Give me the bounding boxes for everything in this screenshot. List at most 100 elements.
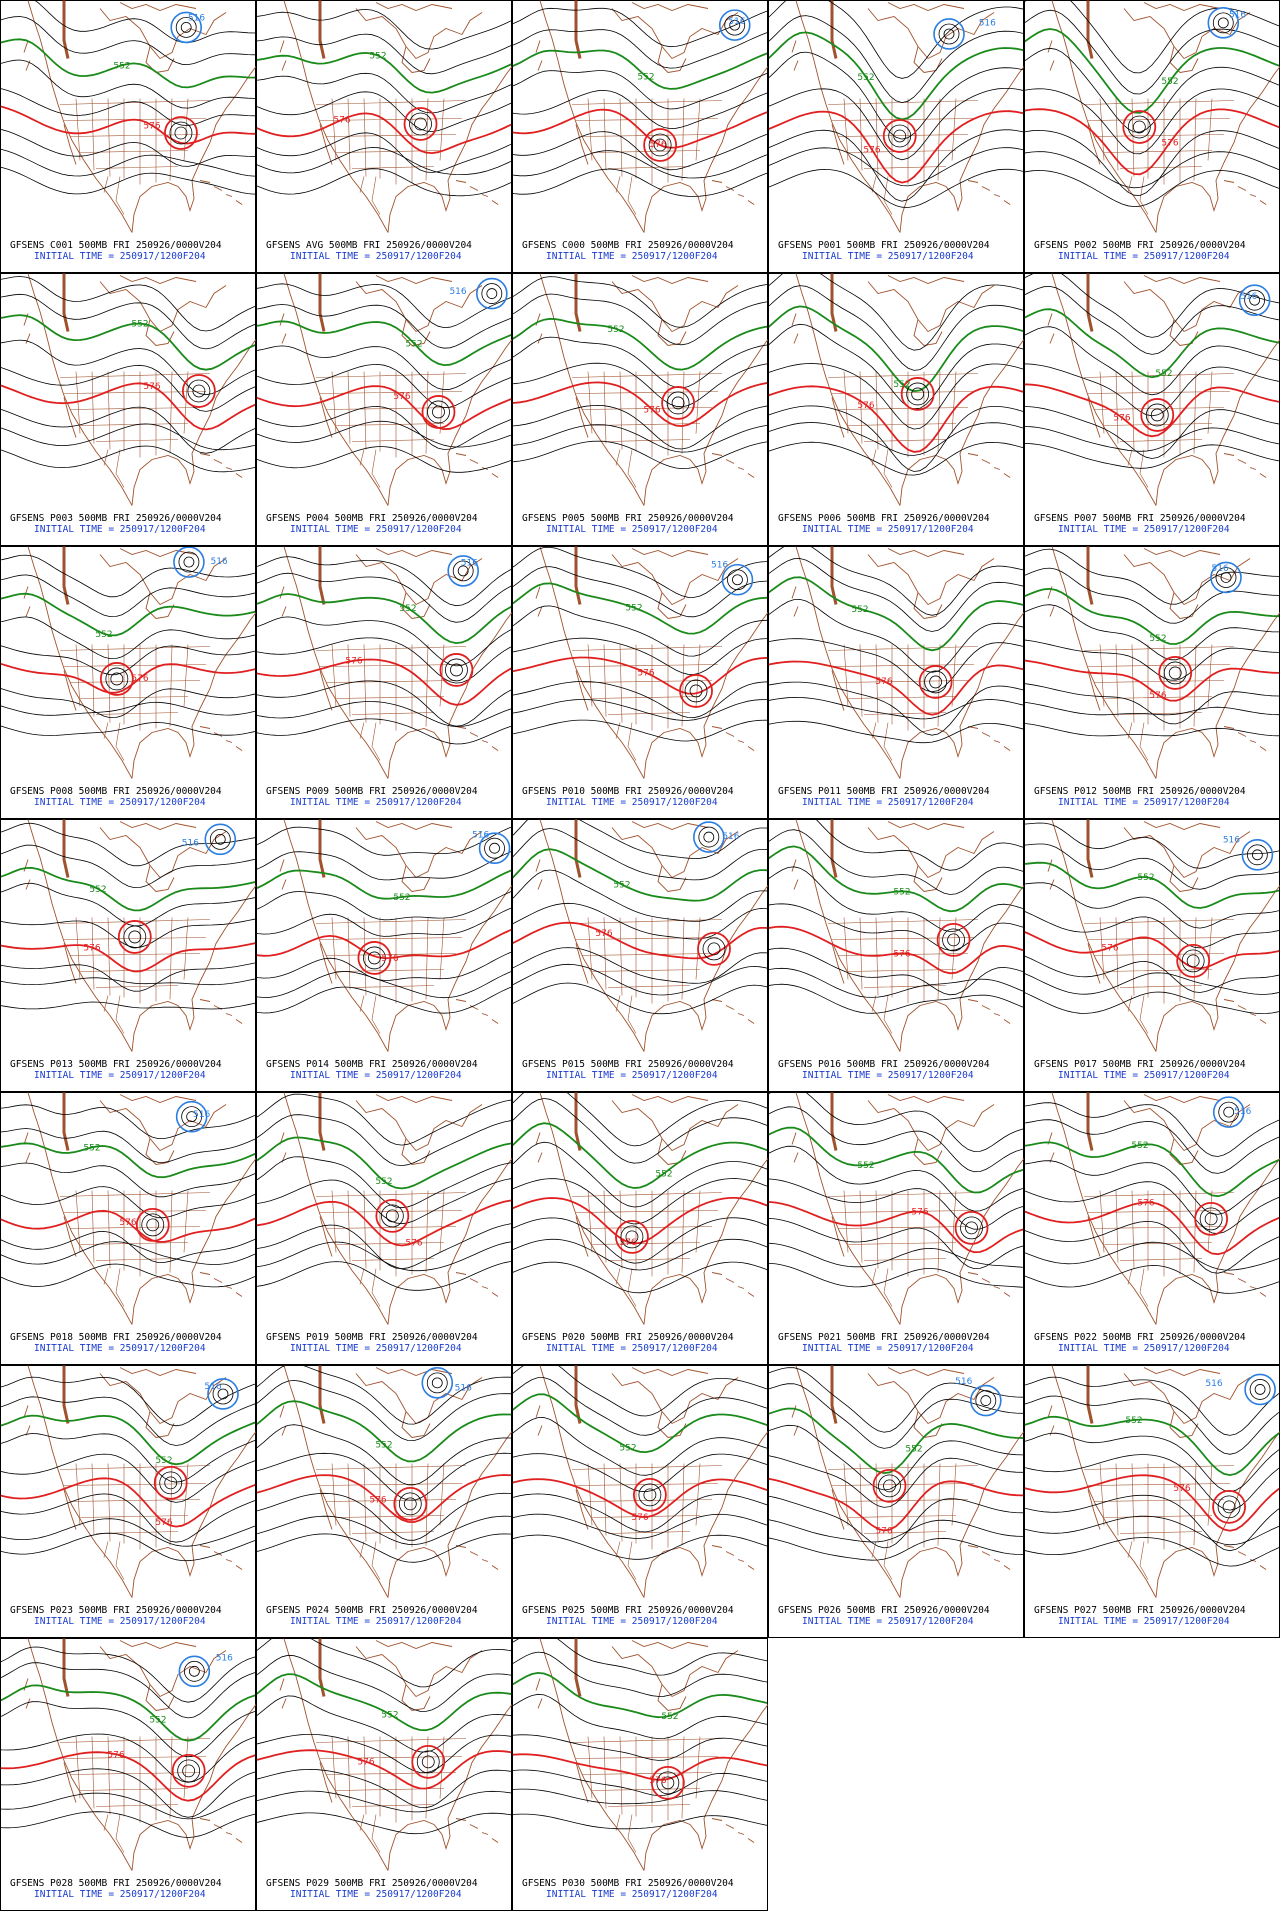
panel-frame xyxy=(512,1365,768,1638)
height-contour xyxy=(1,1414,255,1466)
closed-low xyxy=(878,1474,901,1498)
closed-low xyxy=(697,932,731,966)
contour-label: 516 xyxy=(979,19,996,29)
closed-low xyxy=(1241,838,1274,871)
panel-frame xyxy=(1024,819,1280,1092)
closed-low xyxy=(135,1207,170,1242)
closed-low xyxy=(661,386,695,420)
initial-time: INITIAL TIME = 250917/1200F204 xyxy=(290,251,462,262)
height-contour xyxy=(1,1701,255,1758)
height-contour xyxy=(769,1126,1023,1194)
panel-label: GFSENS P030 500MB FRI 250926/0000V204 xyxy=(522,1878,734,1889)
height-contour xyxy=(816,820,1023,871)
height-contour xyxy=(1,592,255,637)
closed-low xyxy=(933,18,965,50)
closed-low xyxy=(1181,949,1205,973)
closed-low xyxy=(1145,403,1169,427)
height-contour xyxy=(1025,1494,1279,1552)
contour-label: 516 xyxy=(711,560,728,570)
height-contour xyxy=(513,1651,767,1697)
height-contour xyxy=(513,317,767,371)
map-panel: 516 552 576 GFSENS P010 500MB FRI 250926/00… xyxy=(512,546,768,819)
closed-low xyxy=(936,923,971,957)
panel-frame xyxy=(1024,1092,1280,1365)
closed-low xyxy=(450,663,463,677)
closed-low xyxy=(432,405,445,419)
contour-label: 516 xyxy=(211,557,228,567)
contours: 516 552 576 xyxy=(769,1,1023,208)
height-contour xyxy=(257,1093,511,1146)
contour-label: 552 xyxy=(375,1441,392,1451)
height-contour xyxy=(769,1218,1023,1270)
height-contour xyxy=(513,1098,767,1164)
contour-label: 516 xyxy=(449,287,466,297)
closed-low xyxy=(146,1218,160,1232)
contour-label: 576 xyxy=(107,1750,124,1760)
height-contour xyxy=(1025,683,1279,725)
height-contour xyxy=(1025,723,1279,737)
height-contour xyxy=(513,1261,767,1294)
contour-label: 576 xyxy=(1101,944,1118,954)
height-contour xyxy=(1,1684,255,1742)
contour-label: 576 xyxy=(1113,414,1130,424)
height-contour xyxy=(513,440,767,470)
contour-label: 552 xyxy=(607,325,624,335)
closed-low xyxy=(656,1771,680,1795)
map-panel: 552 576 GFSENS P021 500MB FRI 250926/0000V… xyxy=(768,1092,1024,1365)
height-contour xyxy=(1025,1181,1279,1235)
contour-label: 552 xyxy=(893,380,910,390)
height-contour xyxy=(1,364,255,412)
height-contour xyxy=(769,1455,1023,1508)
closed-low xyxy=(187,379,211,403)
map-panel: 516 552 576 GFSENS P007 500MB FRI 250926/00… xyxy=(1024,273,1280,546)
height-contour xyxy=(1,1733,255,1783)
panel-frame xyxy=(768,0,1024,273)
height-contour xyxy=(1025,383,1279,438)
closed-low xyxy=(186,1111,198,1123)
closed-low xyxy=(1238,284,1271,316)
height-contour xyxy=(1025,47,1279,133)
height-contour xyxy=(257,1261,511,1291)
map-panel: 552 576 GFSENS P029 500MB FRI 250926/0000V… xyxy=(256,1638,512,1911)
closed-low xyxy=(980,1395,992,1406)
height-contour xyxy=(513,656,767,695)
contours: 552 576 xyxy=(257,1093,511,1291)
panel-label: GFSENS P017 500MB FRI 250926/0000V204 xyxy=(1034,1059,1246,1070)
height-contour xyxy=(513,108,767,149)
closed-low xyxy=(732,574,743,586)
map-panel: 516 552 576 GFSENS P004 500MB FRI 250926/00… xyxy=(256,273,512,546)
closed-low xyxy=(1246,844,1268,866)
height-contour xyxy=(513,1639,767,1676)
height-contour xyxy=(1025,911,1279,949)
height-contour xyxy=(769,866,1023,933)
height-contour xyxy=(257,680,511,727)
initial-time: INITIAL TIME = 250917/1200F204 xyxy=(34,1889,206,1900)
closed-low xyxy=(212,1383,234,1405)
height-contour xyxy=(769,829,1023,895)
height-contour xyxy=(1,1433,255,1483)
closed-low xyxy=(906,382,930,406)
map-panel: 516 552 576 GFSENS C001 500MB FRI 250926/00… xyxy=(0,0,256,273)
closed-low xyxy=(1223,1106,1235,1118)
height-contour xyxy=(513,637,767,675)
contours: 552 576 xyxy=(257,1639,511,1835)
panel-label: GFSENS P015 500MB FRI 250926/0000V204 xyxy=(522,1059,734,1070)
height-contour xyxy=(513,1693,767,1740)
contour-label: 516 xyxy=(193,1110,210,1120)
map-panel: 516 552 576 GFSENS P027 500MB FRI 250926/00… xyxy=(1024,1365,1280,1638)
initial-time: INITIAL TIME = 250917/1200F204 xyxy=(290,1343,462,1354)
height-contour xyxy=(257,986,511,1014)
closed-low xyxy=(421,1755,435,1769)
panel-frame xyxy=(512,0,768,273)
closed-low xyxy=(960,1216,983,1240)
closed-low xyxy=(1210,561,1242,594)
closed-low xyxy=(411,1744,446,1779)
closed-low xyxy=(183,1660,205,1682)
panel-label: GFSENS P025 500MB FRI 250926/0000V204 xyxy=(522,1605,734,1616)
contour-label: 552 xyxy=(625,604,642,614)
closed-low xyxy=(938,23,960,45)
closed-low xyxy=(954,1210,989,1245)
map-panel: 516 552 576 GFSENS P012 500MB FRI 250926/00… xyxy=(1024,546,1280,819)
height-contour xyxy=(769,385,1023,453)
contours: 552 576 xyxy=(769,547,1023,744)
